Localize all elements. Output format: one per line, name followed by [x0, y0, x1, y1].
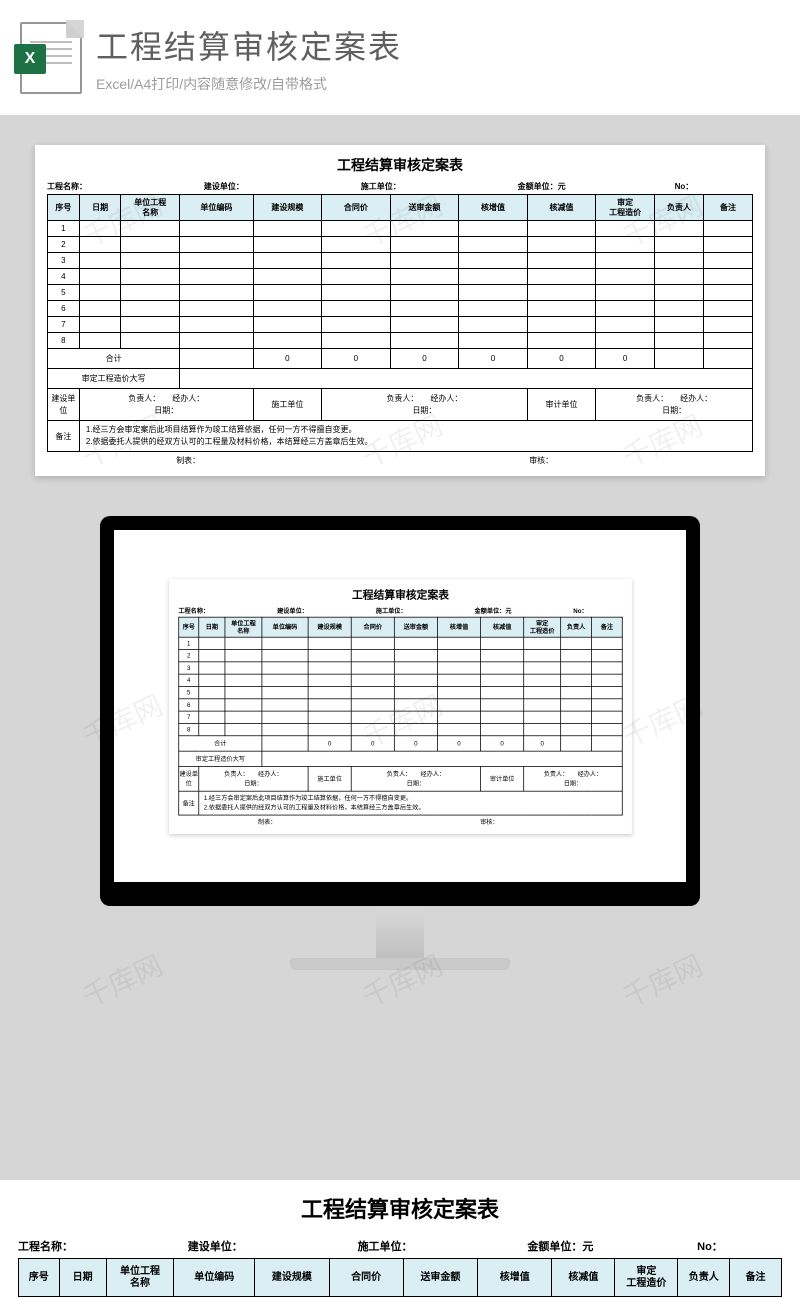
data-row: 2	[178, 649, 622, 661]
column-header: 审定工程造价	[596, 195, 655, 221]
column-header: 核增值	[478, 1259, 552, 1297]
column-header: 建设规模	[308, 617, 351, 637]
data-row: 6	[48, 301, 753, 317]
header-row: 序号日期单位工程名称单位编码建设规模合同价送审金额核增值核减值审定工程造价负责人…	[178, 617, 622, 637]
column-header: 负责人	[560, 617, 591, 637]
excel-file-icon: X	[20, 22, 82, 94]
column-header: 送审金额	[403, 1259, 477, 1297]
header-row: 序号日期单位工程名称单位编码建设规模合同价送审金额核增值核减值审定工程造价负责人…	[48, 195, 753, 221]
doc-title: 工程结算审核定案表	[178, 586, 622, 601]
column-header: 单位工程名称	[106, 1259, 174, 1297]
column-header: 审定工程造价	[523, 617, 560, 637]
settlement-table: 序号日期单位工程名称单位编码建设规模合同价送审金额核增值核减值审定工程造价负责人…	[47, 194, 753, 452]
data-row: 2	[48, 237, 753, 253]
data-row: 1	[48, 221, 753, 237]
footer-row: 制表：审核：	[47, 452, 753, 466]
meta-row: 工程名称： 建设单位： 施工单位： 金额单位：元 No：	[18, 1238, 782, 1254]
column-header: 单位编码	[174, 1259, 255, 1297]
column-header: 日期	[198, 617, 224, 637]
column-header: 审定工程造价	[615, 1259, 678, 1297]
capital-row: 审定工程造价大写	[48, 369, 753, 389]
column-header: 建设规模	[255, 1259, 329, 1297]
monitor-mockup: 工程结算审核定案表工程名称：建设单位：施工单位：金额单位：元No： 序号日期单位工…	[100, 516, 700, 970]
signature-row: 建设单位负责人： 经办人：日期：施工单位负责人： 经办人：日期：审计单位负责人：…	[48, 389, 753, 421]
column-header: 合同价	[351, 617, 394, 637]
header-table: 序号日期单位工程名称单位编码建设规模合同价送审金额核增值核减值审定工程造价负责人…	[18, 1258, 782, 1297]
column-header: 备注	[591, 617, 622, 637]
capital-row: 审定工程造价大写	[178, 751, 622, 766]
bottom-crop-preview: 工程结算审核定案表 工程名称： 建设单位： 施工单位： 金额单位：元 No： 序…	[0, 1180, 800, 1300]
total-row: 合计000000	[48, 349, 753, 369]
data-row: 7	[178, 711, 622, 723]
data-row: 4	[178, 674, 622, 686]
doc-title: 工程结算审核定案表	[47, 155, 753, 175]
column-header: 送审金额	[390, 195, 459, 221]
column-header: 核减值	[527, 195, 596, 221]
column-header: 单位工程名称	[121, 195, 180, 221]
doc-title: 工程结算审核定案表	[18, 1192, 782, 1224]
column-header: 备注	[730, 1259, 782, 1297]
column-header: 核增值	[437, 617, 480, 637]
header-row: 序号日期单位工程名称单位编码建设规模合同价送审金额核增值核减值审定工程造价负责人…	[19, 1259, 782, 1297]
data-row: 5	[178, 686, 622, 698]
data-row: 3	[178, 661, 622, 673]
meta-row: 工程名称：建设单位：施工单位：金额单位：元No：	[178, 606, 622, 614]
column-header: 合同价	[329, 1259, 403, 1297]
column-header: 送审金额	[394, 617, 437, 637]
column-header: 负责人	[678, 1259, 730, 1297]
remarks-row: 备注1.经三方会审定案后此项目结算作为竣工结算依据，任何一方不得擅自变更。2.依…	[178, 791, 622, 815]
data-row: 8	[178, 723, 622, 735]
data-row: 3	[48, 253, 753, 269]
column-header: 序号	[178, 617, 198, 637]
banner-subtitle: Excel/A4打印/内容随意修改/自带格式	[96, 74, 780, 94]
excel-badge: X	[14, 44, 46, 74]
banner: X 工程结算审核定案表 Excel/A4打印/内容随意修改/自带格式	[0, 0, 800, 115]
column-header: 单位编码	[261, 617, 307, 637]
data-row: 8	[48, 333, 753, 349]
data-row: 1	[178, 637, 622, 649]
column-header: 备注	[703, 195, 752, 221]
column-header: 序号	[48, 195, 80, 221]
meta-row: 工程名称：建设单位：施工单位：金额单位：元No：	[47, 181, 753, 192]
column-header: 单位工程名称	[224, 617, 261, 637]
column-header: 日期	[59, 1259, 106, 1297]
column-header: 合同价	[322, 195, 391, 221]
column-header: 序号	[19, 1259, 60, 1297]
signature-row: 建设单位负责人： 经办人：日期：施工单位负责人： 经办人：日期：审计单位负责人：…	[178, 766, 622, 791]
data-row: 7	[48, 317, 753, 333]
settlement-table: 序号日期单位工程名称单位编码建设规模合同价送审金额核增值核减值审定工程造价负责人…	[178, 616, 622, 815]
column-header: 建设规模	[253, 195, 322, 221]
total-row: 合计000000	[178, 735, 622, 750]
remarks-row: 备注1.经三方会审定案后此项目结算作为竣工结算依据，任何一方不得擅自变更。2.依…	[48, 421, 753, 452]
column-header: 核减值	[480, 617, 523, 637]
column-header: 负责人	[655, 195, 704, 221]
data-row: 5	[48, 285, 753, 301]
column-header: 日期	[79, 195, 121, 221]
column-header: 单位编码	[180, 195, 253, 221]
column-header: 核减值	[552, 1259, 615, 1297]
footer-row: 制表：审核：	[178, 815, 622, 826]
column-header: 核增值	[459, 195, 528, 221]
banner-title: 工程结算审核定案表	[96, 22, 780, 68]
data-row: 4	[48, 269, 753, 285]
data-row: 6	[178, 698, 622, 710]
template-preview-card: 工程结算审核定案表工程名称：建设单位：施工单位：金额单位：元No： 序号日期单位工…	[35, 145, 765, 476]
